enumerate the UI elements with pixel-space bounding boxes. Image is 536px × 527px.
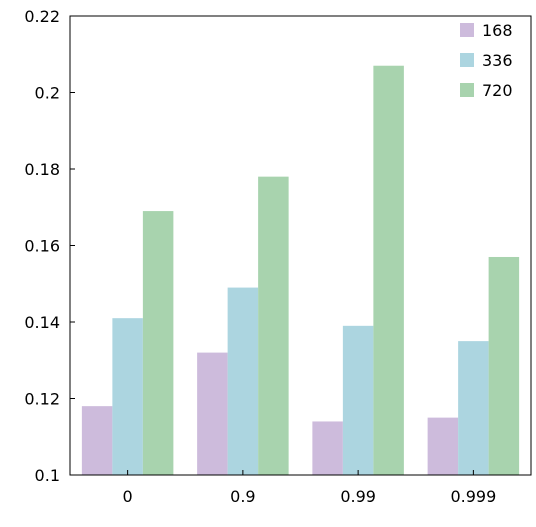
y-tick-label: 0.18 <box>24 160 60 179</box>
bar-168-0.99 <box>312 421 343 475</box>
x-tick-label: 0.99 <box>340 487 376 506</box>
legend-swatch-336 <box>460 53 474 67</box>
bars-group <box>81 65 520 475</box>
bar-336-0 <box>112 318 143 475</box>
bar-168-0 <box>81 406 113 475</box>
legend-label-336: 336 <box>482 51 513 70</box>
bar-720-0.9 <box>258 176 289 475</box>
y-tick-label: 0.2 <box>35 84 60 103</box>
bar-168-0.9 <box>197 352 228 475</box>
legend-swatch-720 <box>460 83 474 97</box>
x-axis: 0 0.9 0.99 0.999 <box>123 470 496 506</box>
y-tick-label: 0.14 <box>24 313 60 332</box>
y-tick-label: 0.16 <box>24 237 60 256</box>
bar-720-0.99 <box>373 65 404 475</box>
legend-label-720: 720 <box>482 81 513 100</box>
legend: 168 336 720 <box>460 21 513 100</box>
bar-336-0.9 <box>227 287 259 475</box>
bar-168-0.999 <box>427 417 459 475</box>
bar-336-0.999 <box>458 341 489 475</box>
y-axis: 0.1 0.12 0.14 0.16 0.18 0.2 0.22 <box>24 7 75 485</box>
legend-label-168: 168 <box>482 21 513 40</box>
y-tick-label: 0.22 <box>24 7 60 26</box>
legend-swatch-168 <box>460 23 474 37</box>
x-tick-label: 0 <box>123 487 133 506</box>
bar-336-0.99 <box>342 325 374 475</box>
y-tick-label: 0.1 <box>35 466 60 485</box>
bar-720-0.999 <box>488 256 520 475</box>
x-tick-label: 0.999 <box>450 487 496 506</box>
bar-720-0 <box>142 211 174 475</box>
x-tick-label: 0.9 <box>230 487 255 506</box>
y-tick-label: 0.12 <box>24 390 60 409</box>
